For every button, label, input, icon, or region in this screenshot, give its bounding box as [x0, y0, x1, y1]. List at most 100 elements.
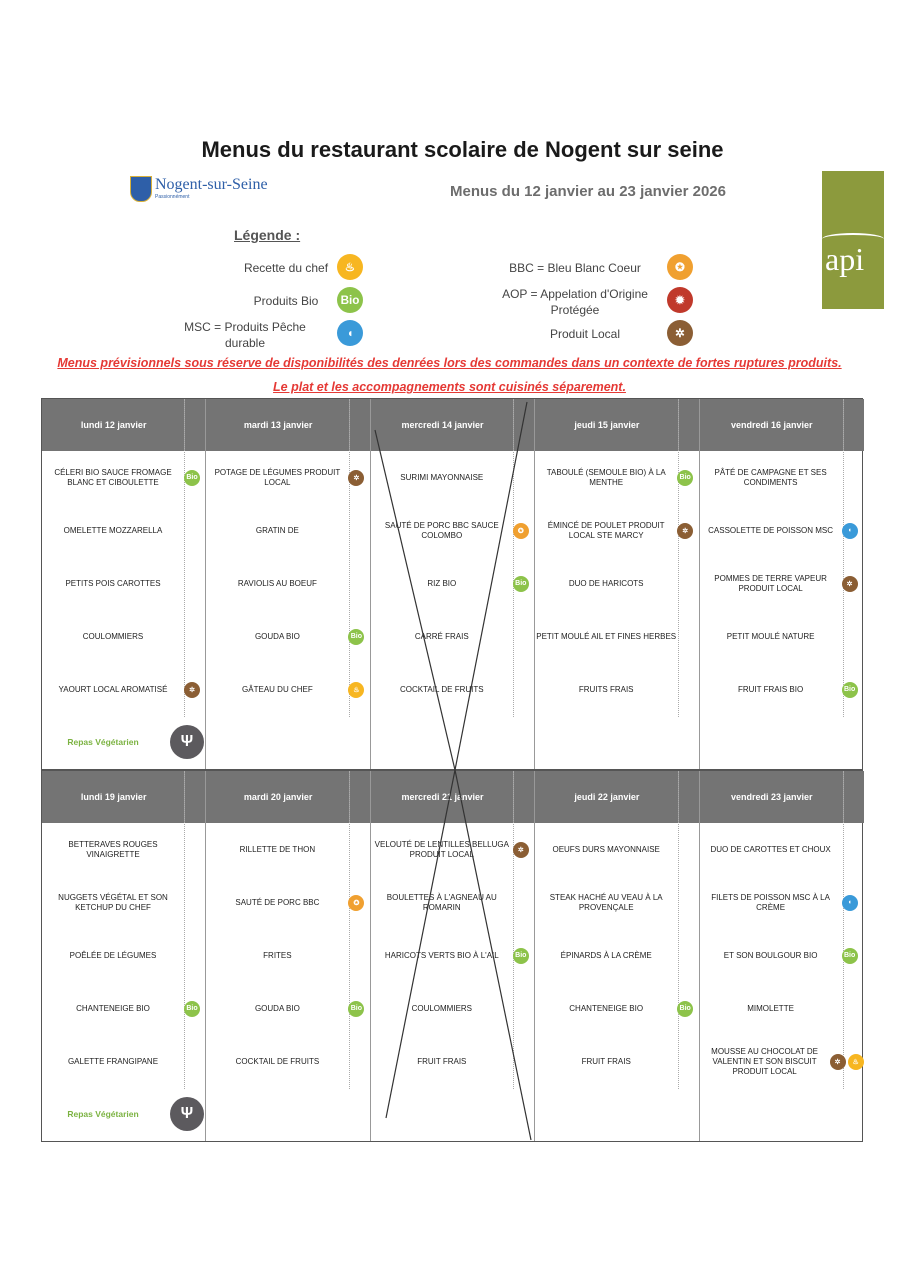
menu-item-text: STEAK HACHÉ AU VEAU À LA PROVENÇALE — [549, 892, 663, 912]
menu-item: GRATIN DE — [206, 504, 370, 557]
menu-item: ÉMINCÉ DE POULET PRODUIT LOCAL STE MARCY… — [535, 504, 699, 557]
logo-name: Nogent-sur-Seine — [155, 176, 268, 193]
menu-item-text: YAOURT LOCAL AROMATISÉ — [58, 684, 168, 694]
menu-item-text: GOUDA BIO — [254, 631, 300, 641]
warning-availability: Menus prévisionnels sous réserve de disp… — [57, 356, 842, 370]
menu-item-text: CASSOLETTE DE POISSON MSC — [708, 525, 834, 535]
menu-item-text: BOULETTES À L'AGNEAU AU ROMARIN — [386, 892, 497, 912]
day-header: mardi 13 janvier — [206, 399, 370, 451]
day-header: jeudi 15 janvier — [535, 399, 699, 451]
vegetarian-label: Repas Végétarien — [67, 1109, 139, 1119]
local-icon: ✲ — [667, 320, 693, 346]
day-column: mardi 13 janvier POTAGE DE LÉGUMES PRODUI… — [206, 399, 371, 769]
menu-item: RAVIOLIS AU BOEUF — [206, 557, 370, 610]
menu-item-text: FRUIT FRAIS BIO — [737, 684, 804, 694]
menu-item: RILLETTE DE THON — [206, 823, 370, 876]
menu-item: BETTERAVES ROUGES VINAIGRETTE — [42, 823, 206, 876]
menu-item-text: ÉMINCÉ DE POULET PRODUIT LOCAL STE MARCY — [547, 520, 665, 540]
menu-item: POÊLÉE DE LÉGUMES — [42, 929, 206, 982]
menu-item: CASSOLETTE DE POISSON MSC ◖ — [700, 504, 864, 557]
aop-icon: ✹ — [667, 287, 693, 313]
menu-item: SURIMI MAYONNAISE — [371, 451, 535, 504]
bio-icon: Bio — [184, 1000, 200, 1017]
menu-item: FRUITS FRAIS — [535, 663, 699, 716]
menu-item: BOULETTES À L'AGNEAU AU ROMARIN — [371, 876, 535, 929]
menu-item: FRUIT FRAIS — [371, 1035, 535, 1088]
menu-item-text: HARICOTS VERTS BIO À L'AIL — [384, 950, 499, 960]
bio-icon: Bio — [184, 469, 200, 486]
menu-item-text: MIMOLETTE — [747, 1003, 794, 1013]
bbc-icon: ✪ — [512, 522, 529, 539]
menu-item-text: OMELETTE MOZZARELLA — [63, 525, 163, 535]
legend-label-bbc: BBC = Bleu Blanc Coeur — [509, 261, 641, 275]
bio-icon: Bio — [677, 469, 694, 486]
menu-item-text: TABOULÉ (SEMOULE BIO) À LA MENTHE — [546, 467, 666, 487]
menu-item: COCKTAIL DE FRUITS — [371, 663, 535, 716]
chef-icon: ♨ — [337, 254, 363, 280]
menu-item-text: BETTERAVES ROUGES VINAIGRETTE — [68, 839, 158, 859]
legend-label-msc: MSC = Produits Pêche durable — [184, 320, 306, 350]
menu-item-text: RILLETTE DE THON — [239, 844, 316, 854]
menu-item: GOUDA BIO Bio — [206, 982, 370, 1035]
menu-item-text: GRATIN DE — [255, 525, 299, 535]
local-icon: ✲ — [677, 522, 694, 539]
bio-icon: Bio — [841, 681, 858, 698]
menu-item: PETIT MOULÉ NATURE — [700, 610, 864, 663]
bio-icon: Bio — [337, 287, 363, 313]
menu-item-text: PETIT MOULÉ AIL ET FINES HERBES — [536, 631, 677, 641]
menu-item: OEUFS DURS MAYONNAISE — [535, 823, 699, 876]
menu-item: VELOUTÉ DE LENTILLES BELLUGA PRODUIT LOC… — [371, 823, 535, 876]
menu-item-text: CARRÉ FRAIS — [414, 631, 469, 641]
day-column: vendredi 16 janvier PÂTÉ DE CAMPAGNE ET S… — [699, 399, 864, 769]
menu-item: FRITES — [206, 929, 370, 982]
menu-item: PETIT MOULÉ AIL ET FINES HERBES — [535, 610, 699, 663]
menu-item-text: CÉLERI BIO SAUCE FROMAGE BLANC ET CIBOUL… — [54, 467, 172, 487]
menu-item-text: GALETTE FRANGIPANE — [67, 1056, 159, 1066]
chef-icon: ♨ — [847, 1053, 864, 1070]
bio-icon: Bio — [348, 1000, 365, 1017]
day-header: mardi 20 janvier — [206, 771, 370, 823]
shield-icon — [130, 176, 152, 202]
local-icon: ✲ — [184, 681, 200, 698]
legend-label-local: Produit Local — [549, 327, 621, 341]
menu-item: YAOURT LOCAL AROMATISÉ ✲ — [42, 663, 206, 716]
menu-item-text: POÊLÉE DE LÉGUMES — [69, 950, 157, 960]
menu-item-text: MOUSSE AU CHOCOLAT DE VALENTIN ET SON BI… — [711, 1046, 819, 1076]
day-column: lundi 19 janvier BETTERAVES ROUGES VINAIG… — [42, 771, 207, 1141]
menu-item-text: COCKTAIL DE FRUITS — [235, 1056, 320, 1066]
menu-item: PÂTÉ DE CAMPAGNE ET SES CONDIMENTS — [700, 451, 864, 504]
day-header: vendredi 16 janvier — [699, 399, 864, 451]
day-column: jeudi 22 janvier OEUFS DURS MAYONNAISE STE… — [535, 771, 700, 1141]
day-header: mercredi 21 janvier — [370, 771, 535, 823]
menu-item: MIMOLETTE — [700, 982, 864, 1035]
menu-item-text: VELOUTÉ DE LENTILLES BELLUGA PRODUIT LOC… — [374, 839, 509, 859]
menu-item-text: POMMES DE TERRE VAPEUR PRODUIT LOCAL — [714, 573, 827, 593]
menu-item: GALETTE FRANGIPANE — [42, 1035, 206, 1088]
bio-icon: Bio — [512, 947, 529, 964]
menu-item-text: ÉPINARDS À LA CRÈME — [560, 950, 652, 960]
day-column: mercredi 21 janvier VELOUTÉ DE LENTILLES … — [370, 771, 536, 1141]
menu-item: SAUTÉ DE PORC BBC ✪ — [206, 876, 370, 929]
menu-item-text: ET SON BOULGOUR BIO — [723, 950, 818, 960]
page-title: Menus du restaurant scolaire de Nogent s… — [201, 137, 724, 162]
date-range: Menus du 12 janvier au 23 janvier 2026 — [450, 183, 726, 200]
menu-item-text: COCKTAIL DE FRUITS — [400, 684, 484, 694]
menu-item-text: GOUDA BIO — [254, 1003, 300, 1013]
msc-icon: ◖ — [841, 522, 858, 539]
menu-item-text: COULOMMIERS — [82, 631, 144, 641]
vegetarian-label: Repas Végétarien — [67, 737, 139, 747]
menu-item: OMELETTE MOZZARELLA — [42, 504, 206, 557]
menu-item-text: NUGGETS VÉGÉTAL ET SON KETCHUP DU CHEF — [58, 892, 168, 912]
menu-item: HARICOTS VERTS BIO À L'AIL Bio — [371, 929, 535, 982]
msc-icon: ◖ — [337, 320, 363, 346]
menu-item: ÉPINARDS À LA CRÈME — [535, 929, 699, 982]
menu-item: DUO DE CAROTTES ET CHOUX — [700, 823, 864, 876]
menu-item-text: FRUITS FRAIS — [578, 684, 634, 694]
day-column: lundi 12 janvier CÉLERI BIO SAUCE FROMAGE… — [42, 399, 207, 769]
menu-item: GOUDA BIO Bio — [206, 610, 370, 663]
legend-label-chef: Recette du chef — [243, 261, 329, 275]
menu-item-text: PETITS POIS CAROTTES — [65, 578, 161, 588]
menu-item-text: PÂTÉ DE CAMPAGNE ET SES CONDIMENTS — [714, 467, 827, 487]
menu-item: GÂTEAU DU CHEF ♨ — [206, 663, 370, 716]
menu-item-text: CHANTENEIGE BIO — [76, 1003, 150, 1013]
